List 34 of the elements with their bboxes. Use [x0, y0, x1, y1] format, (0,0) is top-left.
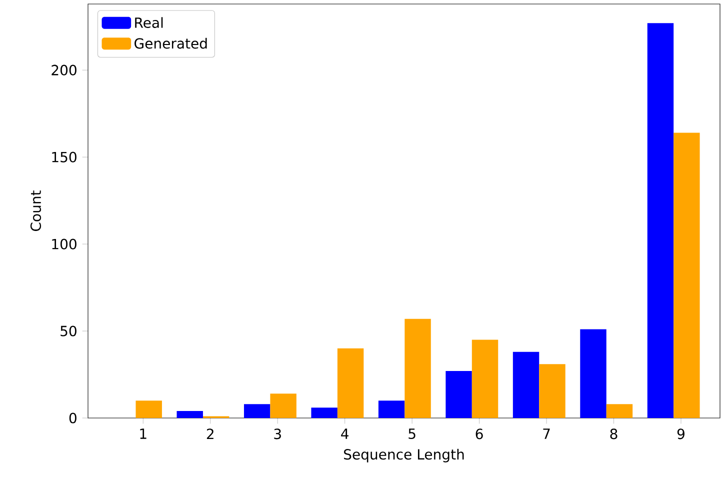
- y-tick-label: 0: [69, 412, 76, 424]
- y-axis-title: Count: [30, 190, 42, 231]
- x-tick-label: 6: [476, 428, 483, 440]
- bar: [136, 400, 162, 418]
- x-tick-label: 7: [543, 428, 550, 439]
- y-tick-label: 150: [52, 152, 76, 162]
- y-tick-label: 200: [52, 64, 76, 76]
- bar: [270, 394, 296, 418]
- bar: [512, 352, 540, 418]
- bar: [311, 408, 338, 418]
- y-tick-label: 50: [60, 326, 76, 336]
- bar: [244, 404, 270, 418]
- x-axis-title: Sequence Length: [344, 448, 464, 462]
- x-tick-label: 8: [610, 428, 618, 440]
- bar: [446, 371, 472, 418]
- legend-label: Generated: [134, 38, 207, 49]
- x-tick-label: 4: [341, 428, 348, 439]
- bar: [580, 329, 606, 418]
- bar: [404, 318, 431, 418]
- bar: [539, 364, 566, 418]
- bar: [472, 340, 498, 418]
- x-tick-label: 1: [140, 428, 146, 439]
- bar: [337, 348, 364, 418]
- bar: [647, 23, 674, 418]
- bar: [674, 132, 700, 418]
- x-tick-label: 5: [408, 428, 416, 440]
- legend-label: Real: [135, 17, 163, 28]
- x-tick-label: 2: [206, 428, 214, 440]
- x-tick-label: 3: [274, 428, 281, 440]
- y-tick-label: 100: [52, 238, 76, 250]
- bar: [378, 400, 405, 418]
- bar: [176, 411, 203, 418]
- x-tick-label: 9: [677, 428, 684, 440]
- bar: [606, 404, 633, 418]
